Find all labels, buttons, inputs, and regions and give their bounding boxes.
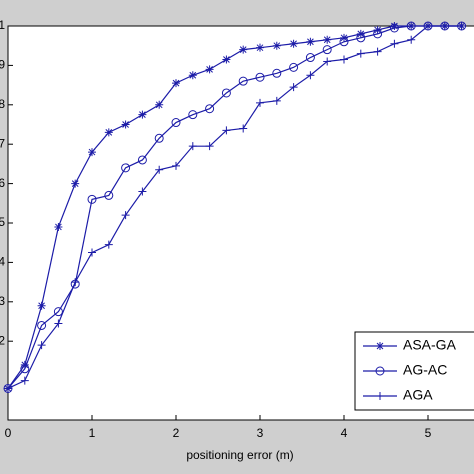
marker	[322, 45, 332, 55]
marker	[171, 118, 181, 128]
series-line	[7, 25, 462, 389]
y-tick-label: 0.9	[0, 58, 5, 72]
marker	[88, 148, 96, 157]
marker	[37, 301, 46, 310]
marker	[54, 222, 63, 231]
marker	[339, 37, 349, 47]
marker	[37, 320, 47, 330]
marker	[154, 133, 164, 143]
marker	[188, 71, 197, 80]
marker	[87, 194, 97, 204]
marker	[356, 49, 365, 58]
marker	[121, 211, 130, 220]
y-tick-label: 1	[0, 18, 5, 32]
marker	[20, 376, 29, 385]
marker	[272, 41, 281, 50]
marker	[272, 96, 281, 105]
y-tick-label: 0.4	[0, 255, 5, 269]
marker	[289, 62, 299, 72]
y-tick-label: 0.7	[0, 136, 5, 150]
marker	[188, 110, 198, 120]
marker	[457, 22, 466, 30]
x-axis-label: positioning error (m)	[186, 448, 293, 462]
legend-marker	[376, 342, 384, 350]
marker	[390, 22, 399, 30]
marker	[239, 124, 248, 133]
marker	[88, 248, 96, 257]
marker	[138, 110, 147, 119]
legend-marker	[376, 392, 384, 400]
marker	[104, 128, 113, 137]
y-tick-label: 0.5	[0, 215, 5, 229]
y-tick-label: 0.2	[0, 333, 5, 347]
marker	[54, 319, 63, 328]
marker	[238, 76, 248, 86]
marker	[155, 165, 164, 174]
marker	[373, 29, 383, 39]
marker	[323, 35, 332, 44]
marker	[407, 35, 416, 44]
marker	[71, 179, 80, 188]
marker	[172, 161, 180, 170]
x-tick-label: 4	[341, 426, 348, 440]
legend-label: ASA-GA	[403, 337, 457, 353]
x-tick-label: 0	[5, 426, 12, 440]
marker	[4, 384, 12, 393]
marker	[138, 187, 147, 196]
marker	[121, 163, 131, 173]
marker	[272, 68, 282, 78]
marker	[390, 39, 399, 48]
marker	[373, 47, 382, 56]
x-tick-label: 5	[425, 426, 432, 440]
marker	[256, 43, 264, 52]
marker	[356, 33, 366, 43]
legend-label: AGA	[403, 387, 433, 403]
marker	[306, 71, 315, 80]
marker	[222, 126, 231, 135]
marker	[137, 155, 147, 165]
marker	[306, 37, 315, 46]
marker	[121, 120, 130, 129]
legend-label: AG-AC	[403, 362, 447, 378]
marker	[256, 98, 264, 107]
marker	[289, 39, 298, 48]
marker	[239, 45, 248, 54]
marker	[424, 22, 432, 30]
x-tick-label: 3	[257, 426, 264, 440]
marker	[222, 55, 231, 64]
y-tick-label: 0.8	[0, 97, 5, 111]
marker	[406, 21, 416, 31]
marker	[255, 72, 265, 82]
marker	[289, 83, 298, 92]
marker	[305, 53, 315, 63]
marker	[389, 23, 399, 33]
y-tick-label: 0.6	[0, 176, 5, 190]
marker	[221, 88, 231, 98]
marker	[340, 55, 348, 64]
marker	[205, 142, 214, 151]
marker	[53, 307, 63, 317]
x-tick-label: 1	[89, 426, 96, 440]
legend-marker	[375, 366, 385, 376]
marker	[440, 22, 449, 30]
marker	[20, 364, 30, 374]
marker	[172, 79, 180, 88]
marker	[205, 104, 215, 114]
marker	[205, 65, 214, 74]
marker	[104, 190, 114, 200]
x-tick-label: 2	[173, 426, 180, 440]
marker	[104, 240, 113, 249]
marker	[323, 57, 332, 66]
marker	[155, 100, 164, 109]
y-tick-label: 0.3	[0, 294, 5, 308]
marker	[37, 341, 46, 350]
series-line	[7, 25, 462, 389]
marker	[71, 278, 80, 287]
series-line	[7, 25, 462, 390]
marker	[188, 142, 197, 151]
